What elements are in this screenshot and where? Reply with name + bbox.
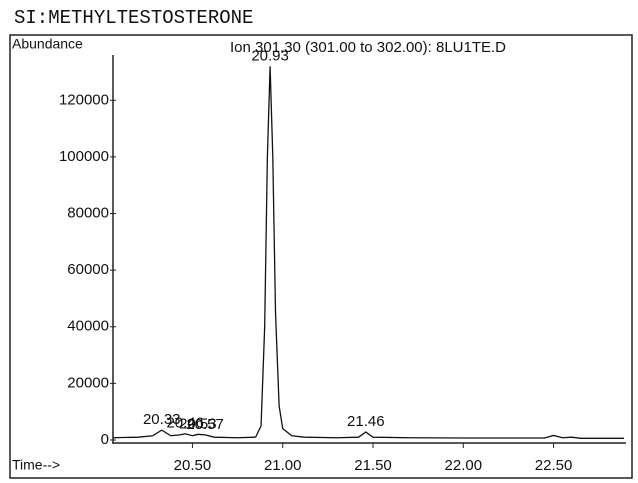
trace	[112, 66, 624, 439]
x-tick-label: 21.50	[354, 457, 392, 474]
x-tick-label: 22.50	[535, 457, 573, 474]
x-axis-label: Time-->	[12, 457, 60, 473]
y-tick-label: 60000	[67, 261, 109, 278]
peak-label: 20.33	[143, 411, 181, 428]
y-tick-label: 40000	[67, 318, 109, 335]
x-tick-label: 20.50	[174, 457, 212, 474]
peak-label: 20.57	[186, 416, 224, 433]
peak-label: 20.46	[166, 415, 204, 432]
subtitle: Ion 301.30 (301.00 to 302.00): 8LU1TE.D	[230, 39, 506, 56]
y-tick-label: 0	[101, 431, 109, 448]
peak-label: 20.53	[179, 415, 217, 432]
x-tick-label: 21.00	[264, 457, 302, 474]
y-tick-label: 120000	[59, 91, 109, 108]
peak-label: 20.93	[251, 47, 289, 64]
y-axis-label: Abundance	[12, 36, 83, 52]
chart-title: SI:METHYLTESTOSTERONE	[14, 7, 253, 29]
peak-label: 21.46	[347, 413, 385, 430]
y-tick-label: 100000	[59, 148, 109, 165]
frame	[9, 34, 633, 479]
y-tick-label: 20000	[67, 374, 109, 391]
x-tick-label: 22.00	[445, 457, 483, 474]
y-tick-label: 80000	[67, 204, 109, 221]
